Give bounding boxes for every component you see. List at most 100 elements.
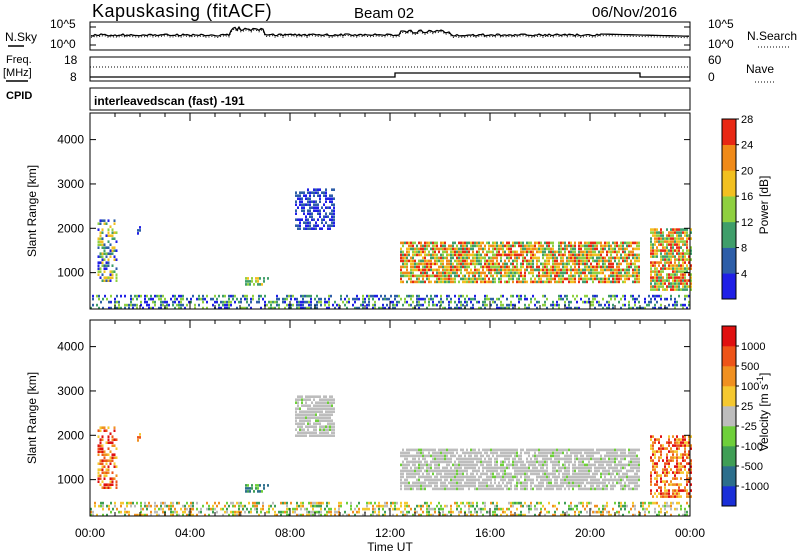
power-echo-cell <box>99 270 102 273</box>
velocity-echo-cell <box>309 434 311 437</box>
power-echo-cell <box>97 255 100 258</box>
power-echo-cell <box>626 259 628 263</box>
power-echo-cell <box>478 241 480 245</box>
power-echo-cell <box>600 268 602 272</box>
velocity-echo-cell <box>208 513 210 517</box>
velocity-echo-cell <box>424 457 426 461</box>
velocity-echo-cell <box>150 513 152 517</box>
power-echo-cell <box>636 271 638 275</box>
power-echo-cell <box>184 306 186 310</box>
power-echo-cell <box>684 279 686 282</box>
power-echo-cell <box>384 294 386 298</box>
velocity-echo-cell <box>468 478 470 482</box>
velocity-echo-cell <box>442 484 444 488</box>
power-echo-cell <box>498 306 500 310</box>
velocity-echo-cell <box>240 504 242 508</box>
velocity-echo-cell <box>540 481 542 485</box>
power-echo-cell <box>496 306 498 310</box>
velocity-echo-cell <box>514 475 516 479</box>
power-echo-cell <box>628 271 630 275</box>
power-echo-cell <box>662 258 664 261</box>
power-echo-cell <box>98 306 100 310</box>
power-echo-cell <box>498 262 500 266</box>
velocity-echo-cell <box>596 448 598 452</box>
velocity-echo-cell <box>317 419 319 422</box>
velocity-echo-cell <box>252 501 254 505</box>
velocity-echo-cell <box>596 484 598 488</box>
velocity-echo-cell <box>307 419 309 422</box>
velocity-echo-cell <box>109 450 112 453</box>
power-echo-cell <box>676 288 678 291</box>
velocity-echo-cell <box>634 466 636 470</box>
power-echo-cell <box>194 306 196 310</box>
velocity-echo-cell <box>329 425 331 428</box>
velocity-echo-cell <box>588 451 590 455</box>
velocity-echo-cell <box>172 510 174 514</box>
power-echo-cell <box>474 271 476 275</box>
velocity-echo-cell <box>162 507 164 511</box>
velocity-echo-cell <box>548 457 550 461</box>
velocity-echo-cell <box>333 401 335 404</box>
velocity-echo-cell <box>676 477 678 480</box>
velocity-echo-cell <box>490 472 492 476</box>
velocity-echo-cell <box>331 422 333 425</box>
velocity-echo-cell <box>660 474 662 477</box>
power-echo-cell <box>484 253 486 257</box>
power-echo-cell <box>668 267 670 270</box>
velocity-echo-cell <box>327 422 329 425</box>
velocity-echo-cell <box>478 484 480 488</box>
power-echo-cell <box>448 268 450 272</box>
velocity-echo-cell <box>576 475 578 479</box>
power-echo-cell <box>103 270 106 273</box>
power-echo-cell <box>632 253 634 257</box>
power-echo-cell <box>484 274 486 278</box>
velocity-echo-cell <box>170 507 172 511</box>
velocity-echo-cell <box>450 487 452 491</box>
velocity-echo-cell <box>446 463 448 467</box>
power-echo-cell <box>315 221 317 224</box>
power-echo-cell <box>328 306 330 310</box>
power-echo-cell <box>146 303 148 307</box>
velocity-echo-cell <box>582 487 584 491</box>
power-echo-cell <box>333 215 335 218</box>
velocity-echo-cell <box>301 398 303 401</box>
velocity-echo-cell <box>480 451 482 455</box>
power-echo-cell <box>328 303 330 307</box>
power-echo-cell <box>684 261 686 264</box>
power-echo-cell <box>678 240 680 243</box>
velocity-echo-cell <box>584 451 586 455</box>
power-echo-cell <box>574 268 576 272</box>
power-echo-cell <box>546 241 548 245</box>
velocity-echo-cell <box>502 472 504 476</box>
velocity-echo-cell <box>426 484 428 488</box>
power-echo-cell <box>103 246 106 249</box>
power-echo-cell <box>594 297 596 301</box>
velocity-echo-cell <box>482 469 484 473</box>
velocity-echo-cell <box>192 504 194 508</box>
power-echo-cell <box>650 231 652 234</box>
power-echo-cell <box>319 200 321 203</box>
power-echo-cell <box>484 259 486 263</box>
velocity-echo-cell <box>584 472 586 476</box>
velocity-echo-cell <box>311 410 313 413</box>
velocity-echo-cell <box>688 468 690 471</box>
power-echo-cell <box>256 300 258 304</box>
power-echo-cell <box>584 277 586 281</box>
power-echo-cell <box>320 300 322 304</box>
power-echo-cell <box>590 271 592 275</box>
power-echo-cell <box>452 268 454 272</box>
power-echo-cell <box>146 300 148 304</box>
power-echo-cell <box>220 300 222 304</box>
power-echo-cell <box>310 297 312 301</box>
velocity-echo-cell <box>586 478 588 482</box>
power-echo-cell <box>532 250 534 254</box>
velocity-echo-cell <box>652 465 654 468</box>
power-echo-cell <box>518 297 520 301</box>
power-echo-cell <box>406 280 408 284</box>
velocity-echo-cell <box>410 469 412 473</box>
velocity-echo-cell <box>232 510 234 514</box>
power-echo-cell <box>434 250 436 254</box>
power-echo-cell <box>214 300 216 304</box>
velocity-echo-cell <box>438 463 440 467</box>
velocity-echo-cell <box>576 472 578 476</box>
